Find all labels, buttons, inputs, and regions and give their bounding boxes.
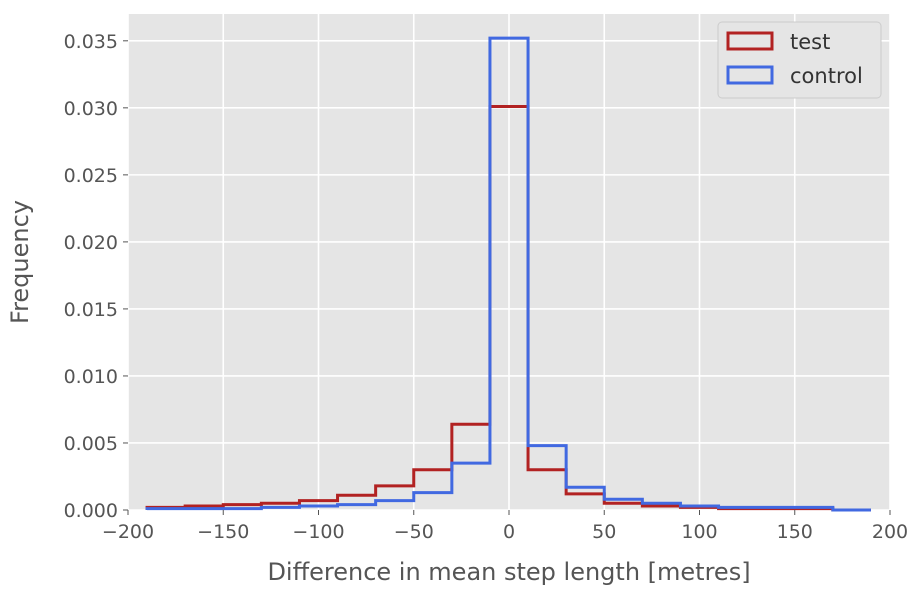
x-tick-label: 0: [503, 521, 515, 543]
y-axis-ticks: 0.000 0.005 0.010 0.015 0.020 0.025 0.030 0.035: [64, 31, 128, 522]
x-tick-label: 100: [681, 521, 717, 543]
y-tick-label: 0.030: [64, 98, 118, 120]
x-tick-label: 50: [592, 521, 616, 543]
legend-label-test: test: [790, 30, 830, 54]
x-tick-label: −200: [102, 521, 154, 543]
legend-swatch-test: [726, 31, 774, 51]
legend-swatch-control: [726, 65, 774, 85]
legend: test control: [717, 21, 882, 99]
x-axis-label: Difference in mean step length [metres]: [267, 558, 750, 586]
series-layer: [145, 36, 871, 512]
x-tick-label: −150: [197, 521, 249, 543]
y-axis-label: Frequency: [6, 200, 34, 324]
y-tick-label: 0.020: [64, 232, 118, 254]
x-tick-label: 200: [872, 521, 908, 543]
y-tick-label: 0.035: [64, 31, 118, 53]
legend-label-control: control: [790, 64, 863, 88]
y-tick-label: 0.010: [64, 366, 118, 388]
x-tick-label: −100: [292, 521, 344, 543]
x-tick-label: 150: [777, 521, 813, 543]
legend-box: [717, 21, 882, 99]
y-tick-label: 0.000: [64, 500, 118, 522]
y-tick-label: 0.025: [64, 165, 118, 187]
x-tick-label: −50: [394, 521, 434, 543]
x-axis-ticks: −200 −150 −100 −50 0 50 100 150 200: [102, 510, 908, 543]
series-control-step: [145, 36, 871, 512]
y-tick-label: 0.005: [64, 433, 118, 455]
y-tick-label: 0.015: [64, 299, 118, 321]
